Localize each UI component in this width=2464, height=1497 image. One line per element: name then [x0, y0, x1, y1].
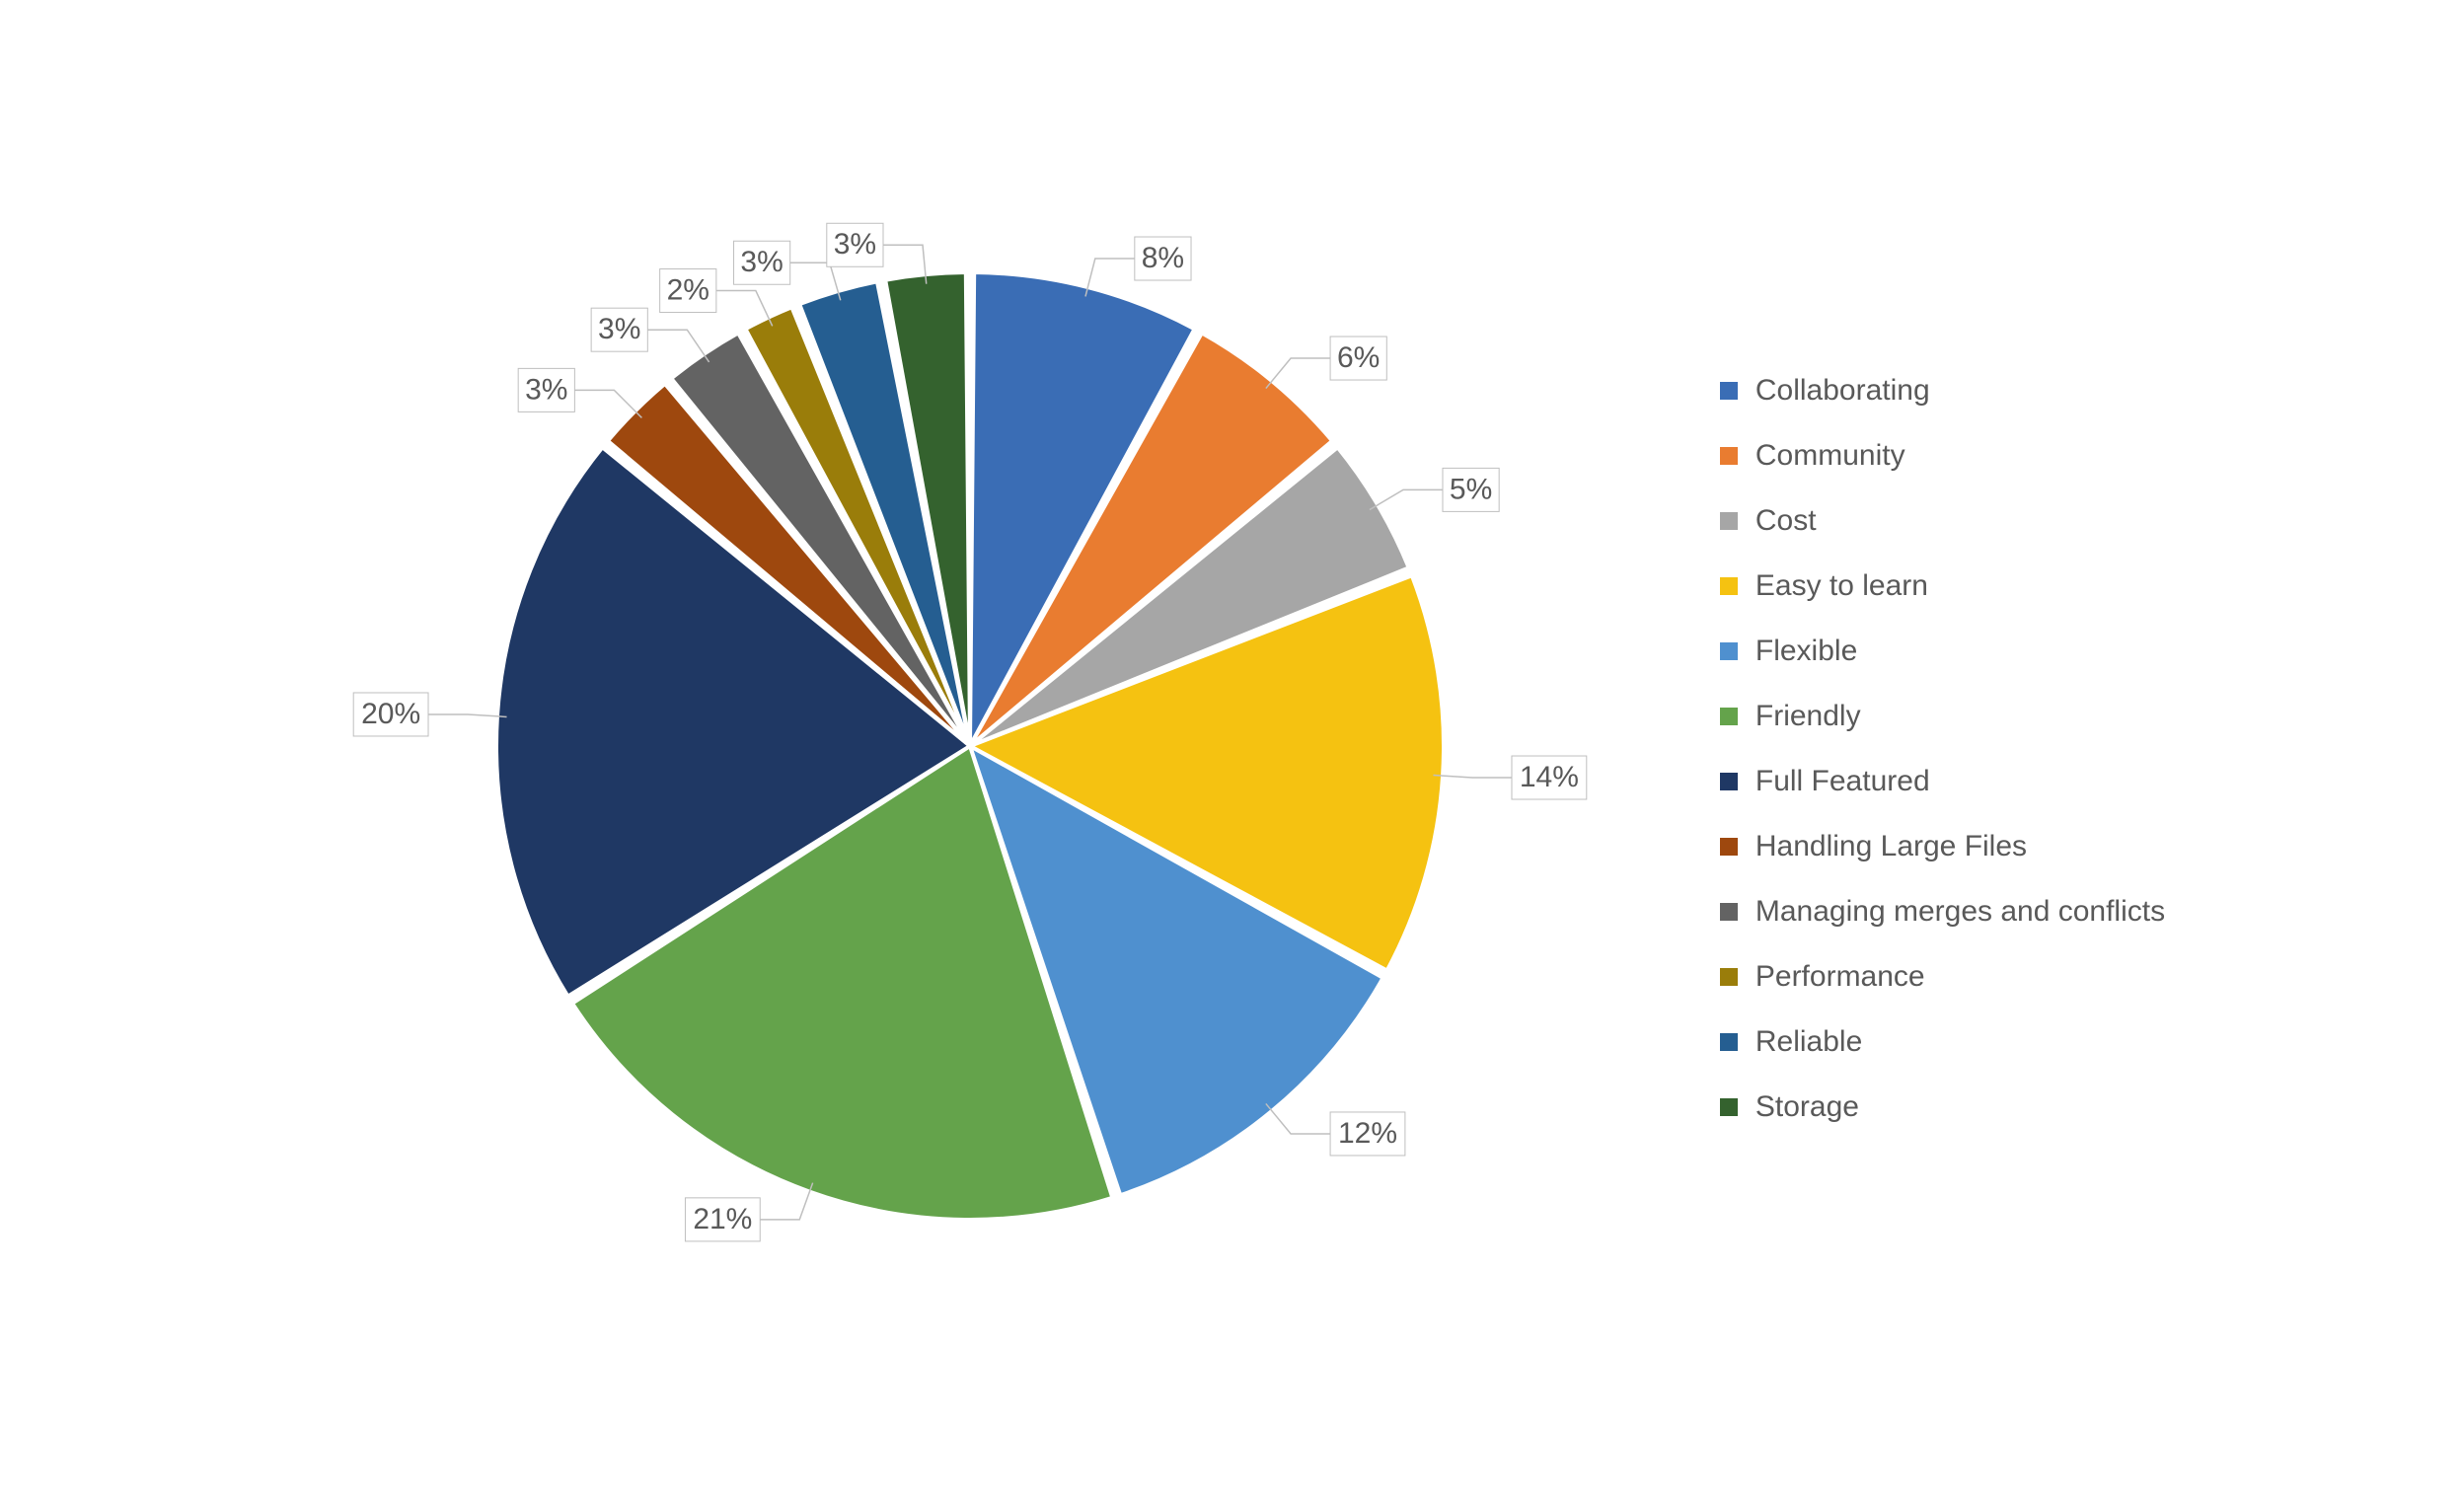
legend-item: Friendly [1720, 700, 2165, 733]
slice-label: 20% [361, 698, 420, 730]
legend-swatch [1720, 708, 1738, 725]
legend-item: Performance [1720, 960, 2165, 994]
pie-chart: 8% 6% 5% 14% 12% 21% 20% 3% 3% 2% 3% 3% [299, 75, 1641, 1422]
legend-item: Storage [1720, 1090, 2165, 1124]
legend-item: Community [1720, 439, 2165, 473]
legend-label: Performance [1755, 960, 1925, 994]
legend-swatch [1720, 447, 1738, 465]
legend-item: Collaborating [1720, 374, 2165, 408]
legend-label: Easy to learn [1755, 569, 1928, 603]
legend-label: Managing merges and conflicts [1755, 895, 2165, 929]
legend-swatch [1720, 642, 1738, 660]
legend-swatch [1720, 577, 1738, 595]
chart-container: 8% 6% 5% 14% 12% 21% 20% 3% 3% 2% 3% 3% Collaborati… [0, 0, 2464, 1497]
legend-label: Full Featured [1755, 765, 1930, 798]
legend: Collaborating Community Cost Easy to learn F… [1720, 358, 2165, 1140]
slice-label: 3% [740, 246, 783, 278]
legend-item: Reliable [1720, 1025, 2165, 1059]
legend-item: Full Featured [1720, 765, 2165, 798]
legend-swatch [1720, 1033, 1738, 1051]
legend-item: Managing merges and conflicts [1720, 895, 2165, 929]
legend-swatch [1720, 512, 1738, 530]
legend-label: Reliable [1755, 1025, 1862, 1059]
legend-label: Storage [1755, 1090, 1859, 1124]
slice-label: 8% [1142, 242, 1184, 274]
legend-label: Collaborating [1755, 374, 1930, 408]
label-leader [1433, 776, 1512, 778]
slice-label: 3% [834, 228, 876, 261]
slice-label: 14% [1520, 761, 1579, 793]
slice-label: 2% [666, 273, 709, 306]
legend-label: Community [1755, 439, 1905, 473]
legend-label: Friendly [1755, 700, 1861, 733]
slice-label: 6% [1337, 341, 1380, 374]
legend-swatch [1720, 968, 1738, 986]
legend-swatch [1720, 1098, 1738, 1116]
slice-label: 21% [693, 1203, 752, 1235]
legend-item: Flexible [1720, 635, 2165, 668]
label-leader [428, 714, 507, 716]
slice-label: 3% [598, 313, 640, 345]
pie-svg: 8% 6% 5% 14% 12% 21% 20% 3% 3% 2% 3% 3% [299, 75, 1641, 1417]
legend-item: Cost [1720, 504, 2165, 538]
slice-label: 5% [1450, 473, 1492, 505]
legend-item: Handling Large Files [1720, 830, 2165, 863]
legend-label: Handling Large Files [1755, 830, 2027, 863]
legend-label: Cost [1755, 504, 1817, 538]
legend-swatch [1720, 382, 1738, 400]
legend-swatch [1720, 903, 1738, 921]
slice-label: 12% [1338, 1117, 1397, 1150]
legend-swatch [1720, 773, 1738, 790]
legend-label: Flexible [1755, 635, 1857, 668]
legend-swatch [1720, 838, 1738, 856]
legend-item: Easy to learn [1720, 569, 2165, 603]
slice-label: 3% [525, 373, 567, 406]
